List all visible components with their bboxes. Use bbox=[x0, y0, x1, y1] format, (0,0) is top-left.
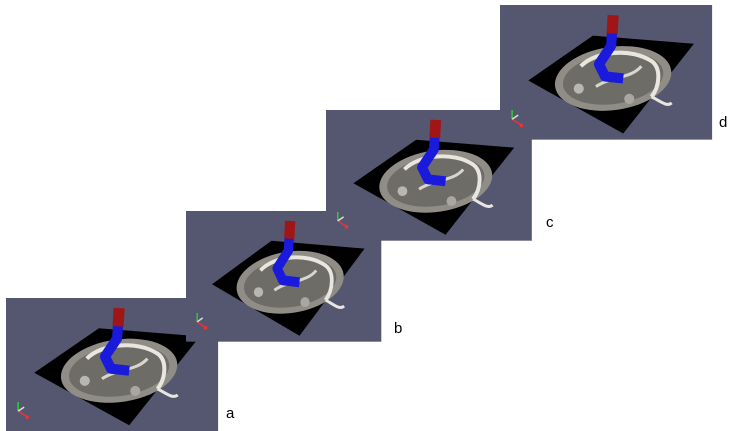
panel-label: d bbox=[719, 114, 727, 131]
panel-label: c bbox=[546, 214, 554, 231]
panel-d bbox=[500, 5, 712, 140]
panel-label: a bbox=[226, 405, 235, 422]
page: a b c d (() => { const data = JSON.parse… bbox=[0, 0, 732, 431]
panel-label: b bbox=[394, 320, 402, 337]
figure: a b c d bbox=[0, 0, 732, 431]
